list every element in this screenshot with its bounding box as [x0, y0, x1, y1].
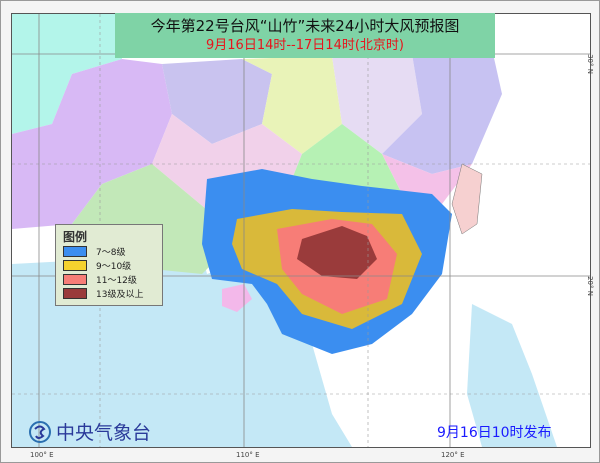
title-banner: 今年第22号台风“山竹”未来24小时大风预报图 9月16日14时--17日14时…	[115, 13, 495, 58]
region-hunan	[242, 56, 342, 154]
legend-swatch	[63, 288, 87, 299]
lat-label: 30° N	[585, 54, 594, 74]
region-jiangxi	[332, 54, 422, 154]
map-title: 今年第22号台风“山竹”未来24小时大风预报图	[150, 17, 460, 35]
region-zhejiang	[382, 49, 502, 174]
issue-time: 9月16日10时发布	[437, 425, 552, 441]
legend: 图例 7～8级 9～10级 11～12级 13级及以上	[55, 224, 163, 306]
cma-logo: 中央气象台	[28, 418, 151, 445]
legend-item-7-8: 7～8级	[63, 245, 125, 258]
region-taiwan	[451, 163, 483, 235]
legend-label: 13级及以上	[96, 290, 144, 300]
legend-label: 7～8级	[96, 248, 126, 258]
lat-label: 20° N	[585, 276, 594, 296]
region-guizhou	[162, 59, 272, 144]
region-philippines	[467, 304, 557, 447]
lon-label: 110° E	[236, 451, 260, 459]
legend-swatch	[63, 260, 87, 271]
lon-label: 100° E	[30, 451, 54, 459]
map-subtitle: 9月16日14时--17日14时(北京时)	[206, 38, 404, 53]
cma-logo-icon	[29, 420, 51, 443]
lon-label: 120° E	[441, 451, 465, 459]
legend-swatch	[63, 246, 87, 257]
legend-item-11-12: 11～12级	[63, 273, 137, 286]
legend-title: 图例	[63, 230, 88, 244]
legend-item-13-plus: 13级及以上	[63, 287, 143, 300]
region-hainan	[222, 284, 252, 312]
region-yunnan	[12, 59, 172, 229]
wind-zone-13-plus	[297, 226, 377, 279]
region-tibet	[12, 14, 122, 134]
legend-item-9-10: 9～10级	[63, 259, 131, 272]
legend-label: 11～12级	[96, 276, 137, 286]
logo-text: 中央气象台	[56, 422, 152, 444]
legend-label: 9～10级	[96, 262, 132, 272]
legend-swatch	[63, 274, 87, 285]
wind-forecast-map	[12, 14, 590, 447]
map-area	[11, 13, 591, 448]
